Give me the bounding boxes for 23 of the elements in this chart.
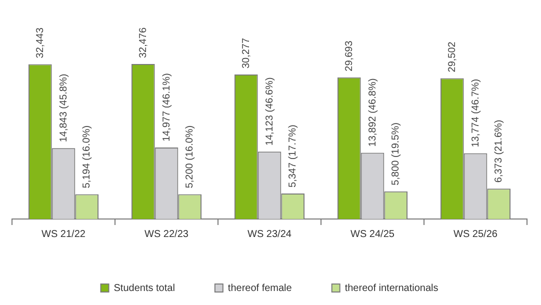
data-label: 30,277 bbox=[240, 38, 252, 69]
data-label: 32,443 bbox=[34, 27, 46, 58]
x-tick-label: WS 21/22 bbox=[42, 228, 86, 240]
legend-label: Students total bbox=[114, 282, 175, 294]
data-label: 5,200 (16.0%) bbox=[184, 125, 196, 188]
legend-label: thereof female bbox=[228, 282, 292, 294]
data-label: 13,892 (46.8%) bbox=[367, 78, 378, 147]
data-label: 14,977 (46.1%) bbox=[161, 73, 172, 142]
data-label: 29,502 bbox=[446, 41, 458, 72]
x-tick-label: WS 25/26 bbox=[454, 228, 498, 240]
legend-label: thereof internationals bbox=[344, 282, 438, 294]
data-label: 5,800 (19.5%) bbox=[390, 122, 402, 186]
data-label: 14,123 (46.6%) bbox=[264, 77, 276, 146]
data-label: 14,843 (45.8%) bbox=[58, 74, 70, 142]
data-label: 29,693 bbox=[344, 40, 355, 72]
x-tick-label: WS 22/23 bbox=[144, 228, 189, 240]
data-label: 32,476 bbox=[138, 27, 149, 58]
data-label: 5,347 (17.7%) bbox=[288, 124, 299, 188]
x-tick-label: WS 24/25 bbox=[350, 228, 395, 240]
x-tick-label: WS 23/24 bbox=[248, 228, 292, 240]
data-label: 6,373 (21.6%) bbox=[494, 120, 505, 183]
data-label: 5,194 (16.0%) bbox=[82, 125, 93, 188]
data-label: 13,774 (46.7%) bbox=[470, 78, 482, 148]
